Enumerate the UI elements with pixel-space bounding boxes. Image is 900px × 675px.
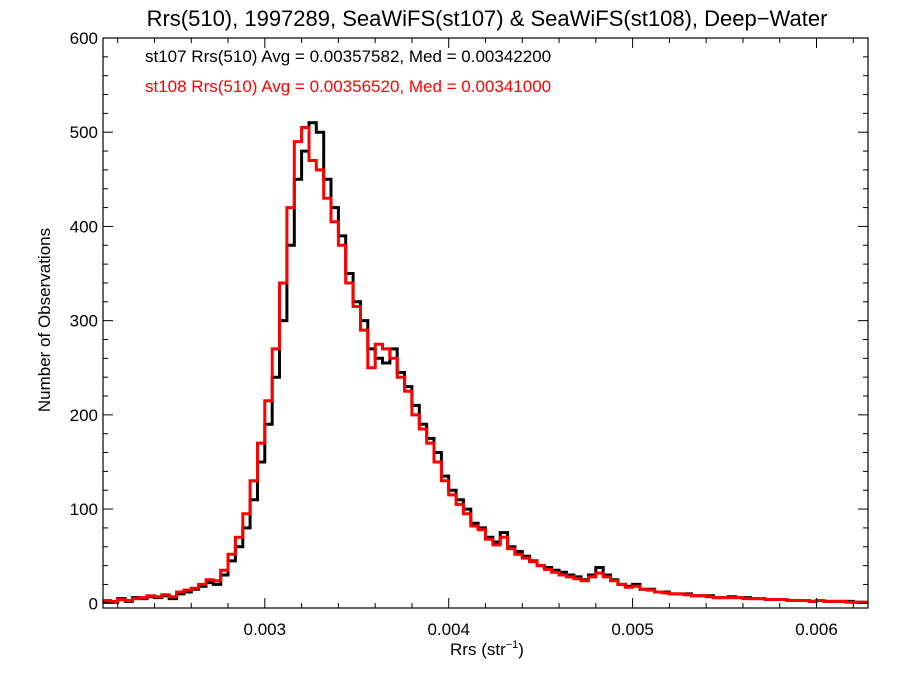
x-tick-label: 0.003 <box>244 620 287 639</box>
series-1-line <box>103 126 868 604</box>
x-tick-label: 0.005 <box>611 620 654 639</box>
x-tick-label: 0.004 <box>427 620 470 639</box>
axes: 0.003 0.004 0.005 0.006 0 100 200 300 400 500 600 <box>70 29 869 639</box>
y-tick-label: 200 <box>70 406 98 425</box>
x-axis-label-end: ) <box>518 640 524 659</box>
y-tick-label: 600 <box>70 29 98 48</box>
plot-frame <box>102 37 869 609</box>
x-axis-label: Rrs (str−1) <box>450 639 524 659</box>
y-tick-label: 0 <box>89 594 98 613</box>
y-tick-label: 300 <box>70 312 98 331</box>
y-tick-label: 100 <box>70 500 98 519</box>
x-axis-label-main: Rrs (str <box>450 640 506 659</box>
x-axis-label-superscript: −1 <box>506 639 519 651</box>
legend-entry-st107: st107 Rrs(510) Avg = 0.00357582, Med = 0… <box>145 47 551 66</box>
y-tick-label: 500 <box>70 123 98 142</box>
series-layer <box>103 121 868 604</box>
legend-entry-st108: st108 Rrs(510) Avg = 0.00356520, Med = 0… <box>145 77 551 96</box>
y-tick-label: 400 <box>70 217 98 236</box>
x-tick-label: 0.006 <box>795 620 838 639</box>
legend: st107 Rrs(510) Avg = 0.00357582, Med = 0… <box>145 47 551 96</box>
chart-title: Rrs(510), 1997289, SeaWiFS(st107) & SeaW… <box>147 6 828 31</box>
y-axis-label: Number of Observations <box>35 228 54 412</box>
